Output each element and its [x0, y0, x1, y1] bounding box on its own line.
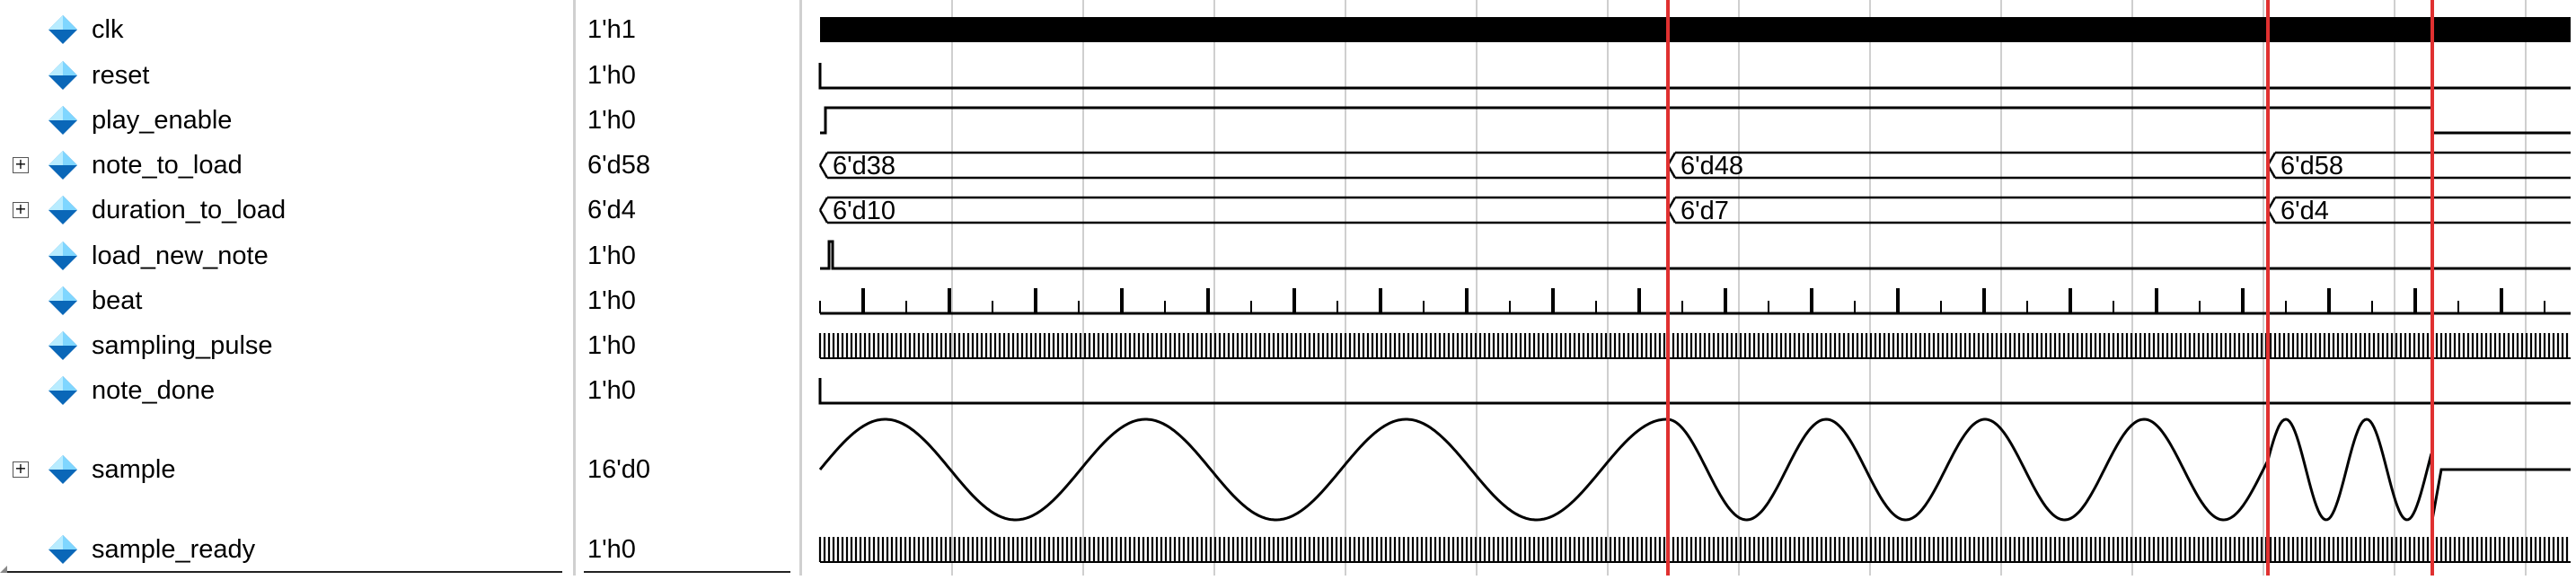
expand-plus-icon[interactable]: + — [13, 202, 29, 218]
bus-segment — [1666, 151, 2268, 180]
signal-value-cell: 1'h0 — [575, 283, 799, 319]
signal-diamond-icon — [49, 151, 77, 180]
signal-diamond-icon — [49, 196, 77, 224]
signal-value-cell: 1'h1 — [575, 12, 799, 48]
signal-diamond-icon — [49, 242, 77, 270]
signal-row-clk[interactable]: clk — [0, 12, 575, 48]
bus-value-label: 6'd58 — [2280, 152, 2343, 180]
signal-value-cell: 6'd4 — [575, 192, 799, 228]
bus-value-label: 6'd7 — [1681, 197, 1729, 225]
signal-value: 1'h0 — [587, 330, 636, 360]
signal-name-pane: clk reset play_enable + note_to_load + duratio… — [0, 0, 575, 576]
signal-value: 1'h0 — [587, 105, 636, 135]
trace-sample-ready — [818, 537, 2569, 562]
signal-row-load-new-note[interactable]: load_new_note — [0, 238, 575, 274]
signal-row-duration-to-load[interactable]: + duration_to_load — [0, 192, 575, 228]
signal-name: note_to_load — [92, 150, 243, 180]
bus-value-label: 6'd38 — [833, 152, 895, 180]
trace-note-done — [818, 378, 2571, 405]
signal-row-note-done[interactable]: note_done — [0, 373, 575, 409]
signal-value-pane: 1'h1 1'h0 1'h0 6'd58 6'd4 1'h0 1'h0 1'h0 1'h0 16'… — [575, 0, 799, 576]
bus-value-label: 6'd4 — [2280, 197, 2329, 225]
bus-segment — [818, 196, 1668, 224]
pane-separator-right[interactable] — [799, 0, 802, 576]
signal-value-cell: 1'h0 — [575, 238, 799, 274]
signal-name: duration_to_load — [92, 195, 287, 224]
signal-name: note_done — [92, 375, 216, 405]
pane-separator-left[interactable] — [573, 0, 576, 576]
name-pane-bottom-rule — [5, 571, 562, 573]
signal-diamond-icon — [49, 61, 77, 90]
trace-beat-ticks — [819, 288, 2545, 313]
trace-reset — [818, 63, 2571, 90]
signal-value: 1'h0 — [587, 286, 636, 315]
signal-value: 1'h0 — [587, 60, 636, 90]
expand-plus-icon[interactable]: + — [13, 461, 29, 478]
signal-value-cell: 1'h0 — [575, 373, 799, 409]
signal-row-note-to-load[interactable]: + note_to_load — [0, 147, 575, 183]
signal-value: 1'h0 — [587, 241, 636, 270]
signal-value: 6'd4 — [587, 195, 636, 224]
signal-value-cell: 1'h0 — [575, 328, 799, 364]
signal-name: clk — [92, 14, 124, 44]
signal-name: beat — [92, 286, 143, 315]
signal-row-reset[interactable]: reset — [0, 57, 575, 93]
signal-value-cell: 6'd58 — [575, 147, 799, 183]
signal-diamond-icon — [49, 455, 77, 484]
signal-diamond-icon — [49, 106, 77, 135]
trace-clk — [820, 17, 2571, 42]
trace-note-to-load: 6'd38 6'd48 6'd58 — [818, 151, 2571, 180]
resize-corner-icon[interactable] — [0, 566, 7, 573]
signal-diamond-icon — [49, 15, 77, 44]
signal-name: sampling_pulse — [92, 330, 273, 360]
signal-row-sample-ready[interactable]: sample_ready — [0, 532, 575, 567]
bus-segment — [2266, 151, 2571, 180]
waveform-pane[interactable]: 6'd38 6'd48 6'd58 6'd10 6'd7 6'd4 — [808, 0, 2576, 576]
signal-name: play_enable — [92, 105, 233, 135]
trace-duration-to-load: 6'd10 6'd7 6'd4 — [818, 196, 2571, 225]
value-pane-bottom-rule — [584, 571, 790, 573]
signal-name: sample — [92, 454, 176, 484]
signal-value-cell: 1'h0 — [575, 57, 799, 93]
signal-row-sample[interactable]: + sample — [0, 452, 575, 488]
waveform-canvas[interactable]: 6'd38 6'd48 6'd58 6'd10 6'd7 6'd4 — [808, 0, 2576, 576]
trace-sample — [818, 417, 2571, 522]
signal-value-cell: 1'h0 — [575, 102, 799, 138]
signal-diamond-icon — [49, 535, 77, 564]
signal-value: 6'd58 — [587, 150, 651, 180]
signal-row-play-enable[interactable]: play_enable — [0, 102, 575, 138]
trace-play-enable — [820, 106, 2571, 135]
signal-name: load_new_note — [92, 241, 269, 270]
bus-segment — [818, 151, 1668, 180]
signal-diamond-icon — [49, 331, 77, 360]
signal-value: 1'h1 — [587, 14, 636, 44]
signal-value: 16'd0 — [587, 454, 651, 484]
signal-name: reset — [92, 60, 150, 90]
signal-value: 1'h0 — [587, 534, 636, 564]
signal-row-beat[interactable]: beat — [0, 283, 575, 319]
bus-segment — [1666, 196, 2268, 224]
signal-value-cell: 1'h0 — [575, 532, 799, 567]
signal-row-sampling-pulse[interactable]: sampling_pulse — [0, 328, 575, 364]
trace-sampling-pulse — [818, 333, 2569, 358]
bus-value-label: 6'd48 — [1681, 152, 1743, 180]
signal-name: sample_ready — [92, 534, 256, 564]
bus-segment — [2266, 196, 2571, 224]
bus-value-label: 6'd10 — [833, 197, 895, 225]
signal-value-cell: 16'd0 — [575, 452, 799, 488]
signal-diamond-icon — [49, 376, 77, 405]
signal-value: 1'h0 — [587, 375, 636, 405]
trace-load-new-note — [820, 240, 2571, 270]
signal-diamond-icon — [49, 286, 77, 315]
expand-plus-icon[interactable]: + — [13, 157, 29, 173]
